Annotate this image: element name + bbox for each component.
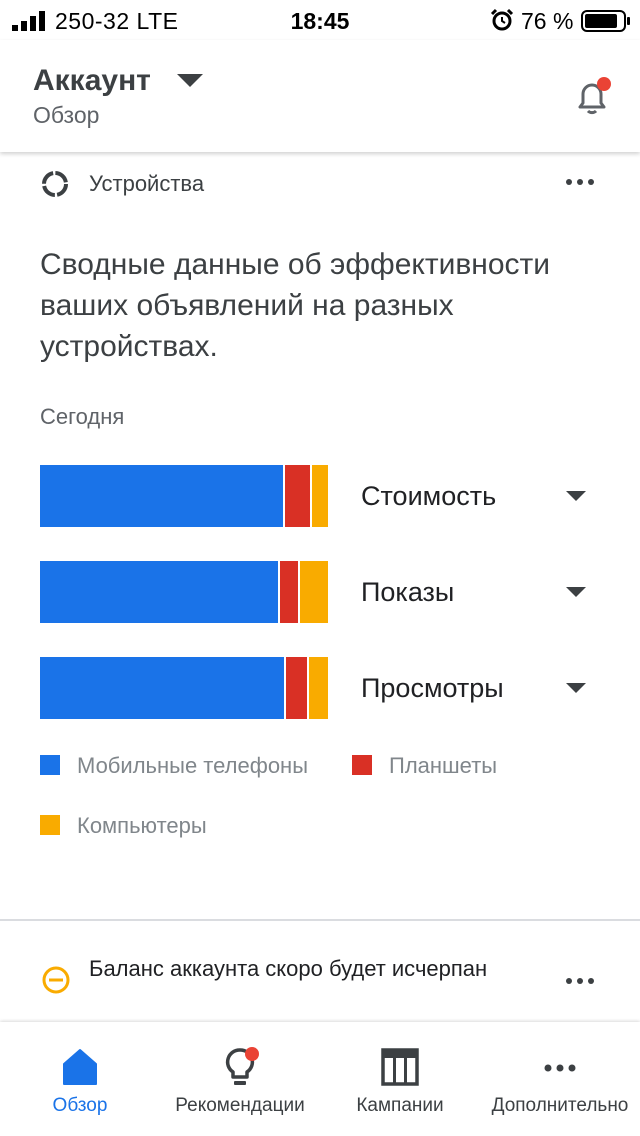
account-title[interactable]: Аккаунт: [33, 64, 151, 97]
clock: 18:45: [290, 8, 350, 34]
stacked-bar-2: [40, 561, 328, 623]
metric-selector-label[interactable]: Просмотры: [361, 673, 504, 703]
warning-minus-icon: [42, 966, 70, 994]
nav-label-recommendations: Рекомендации: [175, 1095, 305, 1116]
notifications-bell-icon[interactable]: [570, 74, 616, 120]
battery-icon: [581, 10, 630, 32]
stacked-bar-1: [40, 465, 328, 527]
page-subtitle: Обзор: [33, 102, 100, 128]
metric-dropdown-icon[interactable]: [566, 491, 586, 501]
table-icon: [381, 1048, 419, 1086]
account-dropdown-icon[interactable]: [177, 74, 203, 87]
bar-segment-mobile: [40, 465, 283, 527]
bar-segment-tablet: [285, 465, 310, 527]
bar-segment-desktop: [309, 657, 328, 719]
period-label: Сегодня: [40, 404, 125, 429]
carrier-label: 250-32 LTE: [55, 8, 179, 34]
stacked-bar-3: [40, 657, 328, 719]
balance-warning-text: Баланс аккаунта скоро будет исчерпан: [89, 956, 488, 981]
battery-percent: 76 %: [521, 8, 574, 34]
legend-label-desktop: Компьютеры: [77, 813, 207, 838]
nav-tab-more[interactable]: Дополнительно: [480, 1022, 640, 1136]
home-icon: [63, 1049, 97, 1085]
donut-chart-icon: [42, 171, 68, 197]
nav-tab-recommendations[interactable]: Рекомендации: [160, 1022, 320, 1136]
app-header: Аккаунт Обзор: [0, 40, 640, 152]
nav-label-more: Дополнительно: [491, 1095, 629, 1116]
alarm-icon: [490, 8, 514, 31]
status-bar: 250-32 LTE 18:45 76 %: [0, 0, 640, 40]
bar-segment-desktop: [312, 465, 328, 527]
card-title: Устройства: [89, 171, 205, 196]
more-horizontal-icon: [544, 1064, 576, 1072]
card-divider: [0, 919, 640, 921]
bar-segment-mobile: [40, 657, 284, 719]
nav-tab-campaigns[interactable]: Кампании: [340, 1022, 460, 1136]
legend-swatch-tablet: [352, 755, 372, 775]
card-headline: Сводные данные об эффективности ваших об…: [40, 248, 551, 363]
bar-segment-desktop: [300, 561, 328, 623]
legend-swatch-desktop: [40, 815, 60, 835]
bar-segment-tablet: [286, 657, 307, 719]
legend-label-tablet: Планшеты: [389, 753, 498, 778]
bar-segment-mobile: [40, 561, 278, 623]
bar-segment-tablet: [280, 561, 298, 623]
metric-selector-label[interactable]: Показы: [361, 577, 455, 607]
balance-more-menu-icon[interactable]: [566, 978, 596, 988]
bottom-navigation: Обзор Рекомендации Кампании Дополнительн…: [0, 1022, 640, 1136]
signal-icon: [12, 11, 45, 31]
nav-tab-overview[interactable]: Обзор: [20, 1022, 140, 1136]
metric-dropdown-icon[interactable]: [566, 587, 586, 597]
nav-label-overview: Обзор: [52, 1095, 108, 1116]
lightbulb-icon: [225, 1047, 259, 1085]
nav-label-campaigns: Кампании: [356, 1095, 444, 1116]
metric-dropdown-icon[interactable]: [566, 683, 586, 693]
metric-selector-label[interactable]: Стоимость: [361, 481, 497, 511]
legend-label-mobile: Мобильные телефоны: [77, 753, 309, 778]
legend-swatch-mobile: [40, 755, 60, 775]
card-more-menu-icon[interactable]: [566, 179, 596, 189]
